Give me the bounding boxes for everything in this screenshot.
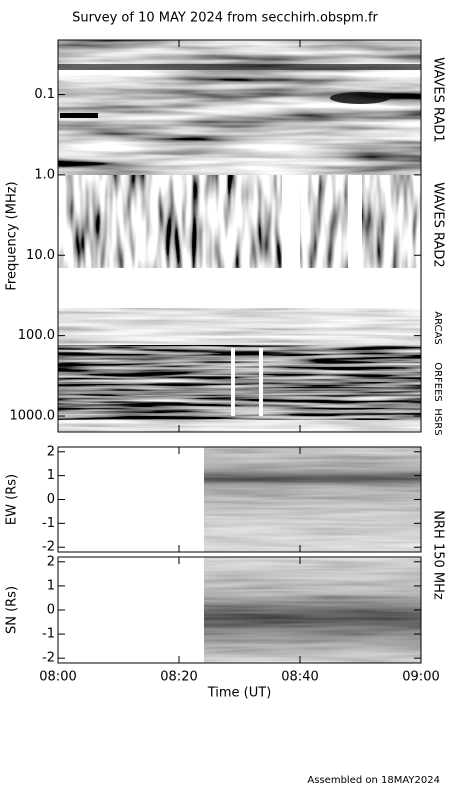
arcas-image xyxy=(58,308,421,345)
rad1-feature xyxy=(60,113,98,118)
plot-frame xyxy=(57,39,422,433)
instrument-label: ARCAS xyxy=(432,311,443,344)
data-gap xyxy=(259,348,263,416)
spectrum-image xyxy=(58,40,421,663)
y-tick-label: 0.1 xyxy=(34,87,55,102)
nrh-ew-texture xyxy=(204,447,421,552)
y-tick-label: 2 xyxy=(47,554,55,569)
y-tick-label: 2 xyxy=(47,444,55,459)
rad1-feature xyxy=(58,64,421,70)
data-gap xyxy=(231,348,235,416)
instrument-label: ORFEES xyxy=(432,362,443,402)
y-tick-label: 1 xyxy=(47,468,55,483)
y-axis-label: Frequency (MHz) xyxy=(5,181,20,290)
y-tick-label: 1.0 xyxy=(34,167,55,182)
x-tick-label: 08:00 xyxy=(39,670,76,685)
y-tick-label: 0 xyxy=(47,492,55,507)
y-tick-label: -2 xyxy=(42,651,55,666)
chart-title: Survey of 10 MAY 2024 from secchirh.obsp… xyxy=(72,11,378,26)
x-tick-label: 09:00 xyxy=(402,670,439,685)
instrument-label: NRH 150 MHz xyxy=(431,510,446,600)
footer: Assembled on 18MAY2024 xyxy=(307,775,440,786)
hsrs-image xyxy=(58,420,421,432)
instrument-label: WAVES RAD1 xyxy=(431,57,446,142)
y-tick-label: -1 xyxy=(42,627,55,642)
y-tick-label: 1000.0 xyxy=(10,409,56,424)
orfees-image xyxy=(58,345,421,420)
y-tick-label: -1 xyxy=(42,516,55,531)
rad1-image xyxy=(58,40,421,175)
x-tick-label: 08:20 xyxy=(160,670,197,685)
y-axis-label: EW (Rs) xyxy=(5,474,20,525)
data-gap xyxy=(282,175,300,268)
rad2-image xyxy=(58,175,421,268)
x-tick-label: 08:40 xyxy=(281,670,318,685)
y-tick-label: 10.0 xyxy=(26,248,55,263)
data-gap xyxy=(58,268,421,308)
rad1-feature xyxy=(330,92,390,104)
y-tick-label: 0 xyxy=(47,603,55,618)
y-tick-label: -2 xyxy=(42,540,55,555)
y-tick-label: 1 xyxy=(47,578,55,593)
nrh-sn-texture xyxy=(204,557,421,663)
y-tick-label: 100.0 xyxy=(18,328,55,343)
instrument-label: HSRS xyxy=(432,408,443,435)
data-gap xyxy=(348,175,362,268)
x-axis-label: Time (UT) xyxy=(207,686,272,701)
y-axis-label: SN (Rs) xyxy=(5,586,20,634)
instrument-label: WAVES RAD2 xyxy=(431,182,446,267)
